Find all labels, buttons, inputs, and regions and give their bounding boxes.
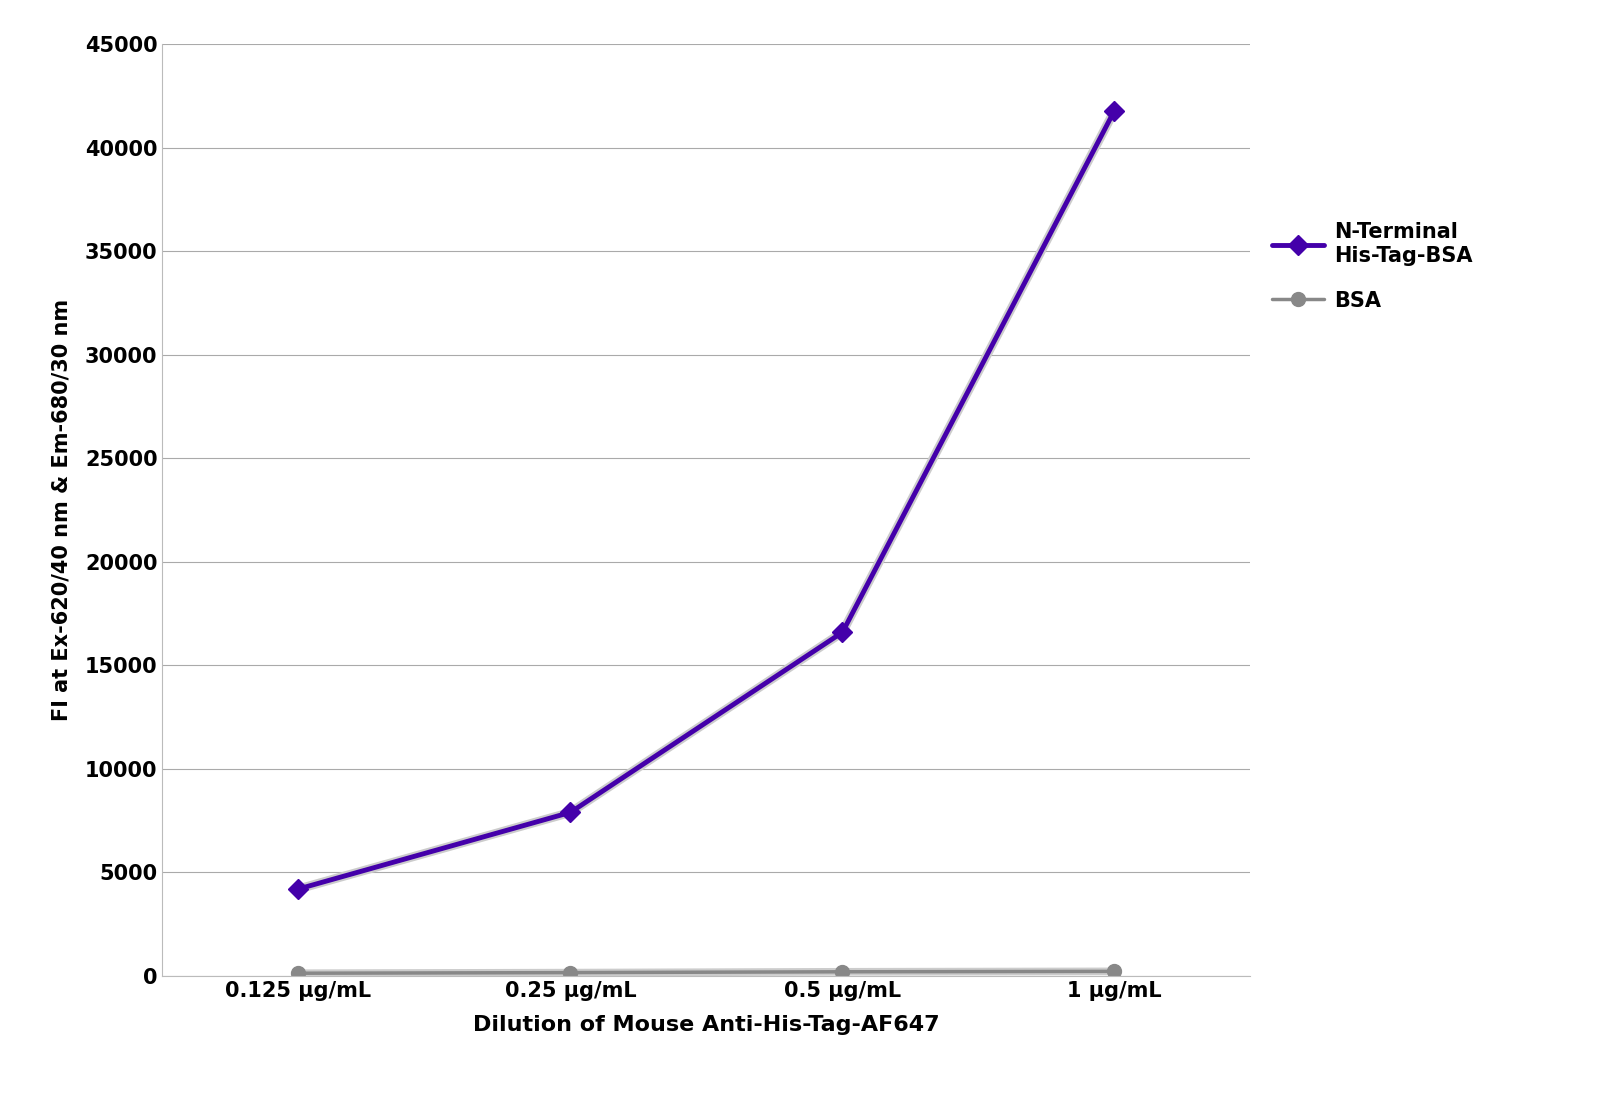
N-Terminal
His-Tag-BSA bbox=[289, 883, 308, 896]
N-Terminal
His-Tag-BSA bbox=[1104, 104, 1123, 118]
BSA bbox=[833, 965, 852, 978]
X-axis label: Dilution of Mouse Anti-His-Tag-AF647: Dilution of Mouse Anti-His-Tag-AF647 bbox=[472, 1015, 940, 1035]
BSA bbox=[1104, 965, 1123, 978]
Line: N-Terminal
His-Tag-BSA: N-Terminal His-Tag-BSA bbox=[291, 103, 1121, 896]
BSA bbox=[289, 967, 308, 980]
Y-axis label: FI at Ex-620/40 nm & Em-680/30 nm: FI at Ex-620/40 nm & Em-680/30 nm bbox=[50, 299, 71, 721]
Legend: N-Terminal
His-Tag-BSA, BSA: N-Terminal His-Tag-BSA, BSA bbox=[1271, 223, 1472, 311]
Line: BSA: BSA bbox=[291, 965, 1121, 980]
N-Terminal
His-Tag-BSA bbox=[833, 625, 852, 639]
BSA bbox=[560, 966, 579, 979]
N-Terminal
His-Tag-BSA bbox=[560, 806, 579, 820]
